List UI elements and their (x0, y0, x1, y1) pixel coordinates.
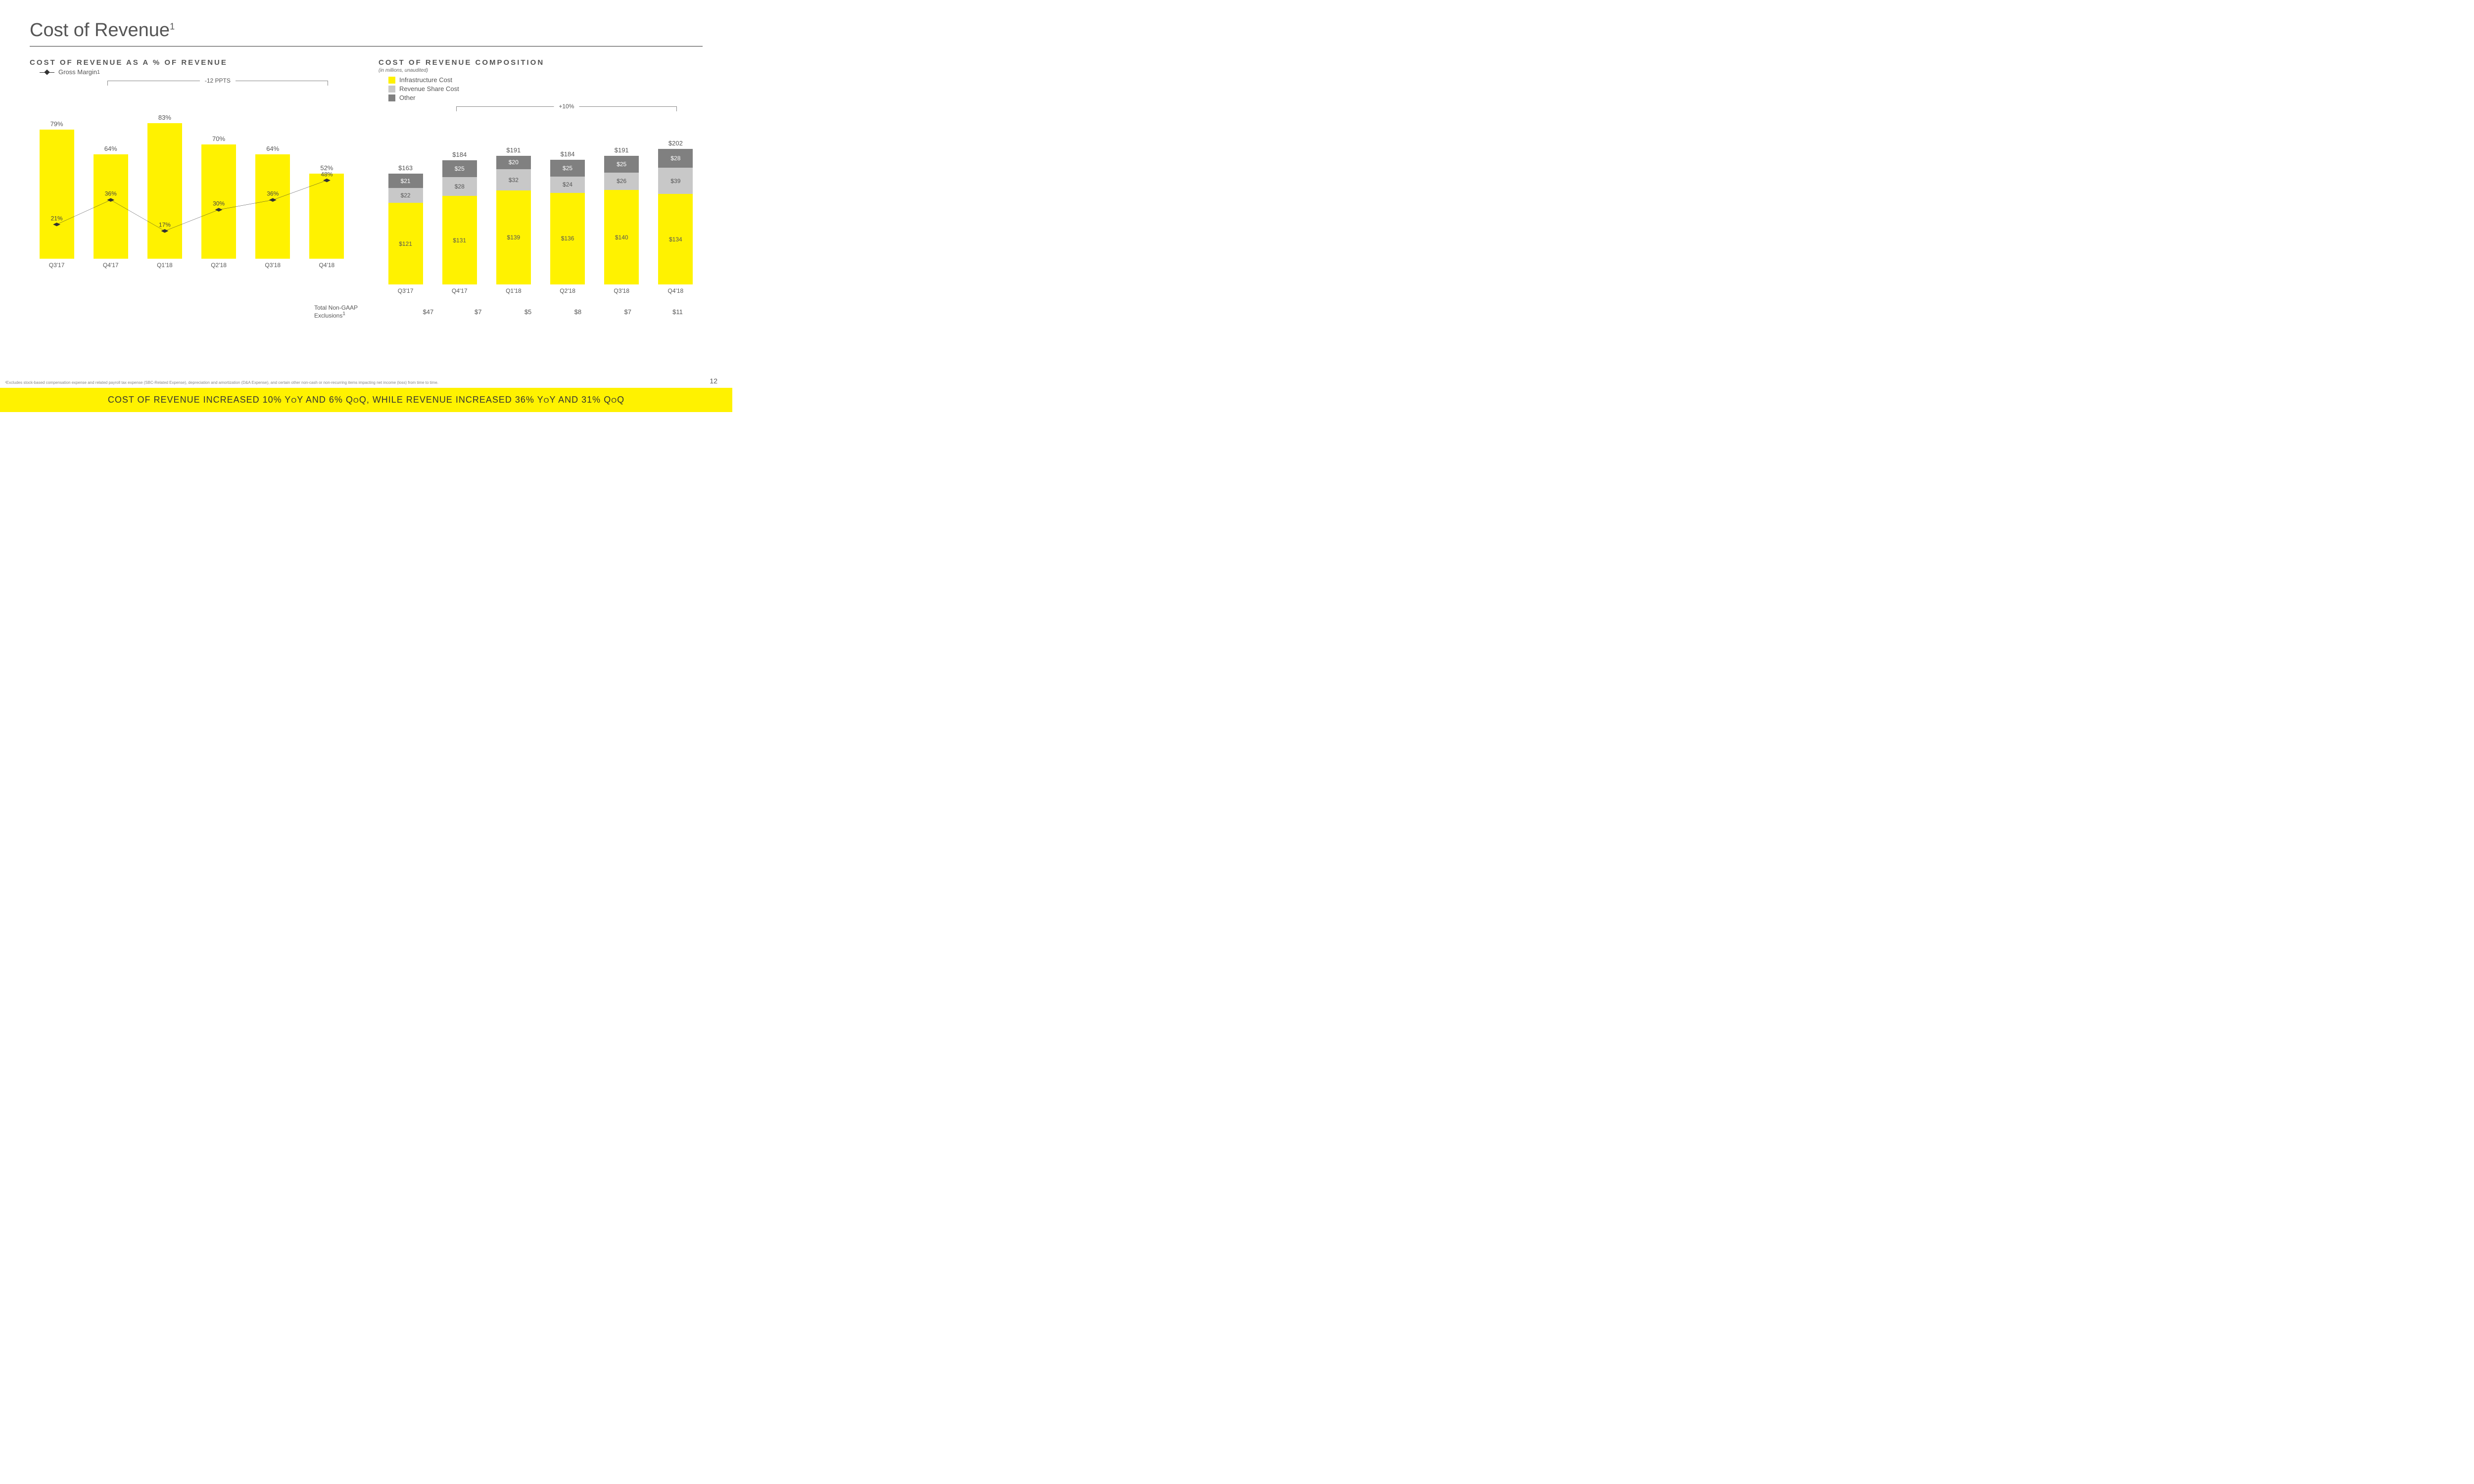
bar-total: $163 (398, 164, 413, 172)
bar-total: $202 (668, 139, 683, 147)
exclusion-value: $11 (657, 308, 699, 316)
bracket-left: -12 PPTS (107, 81, 328, 86)
bar-segment: $26 (604, 173, 639, 190)
line-overlay (30, 95, 354, 259)
left-chart: COST OF REVENUE AS A % OF REVENUE Gross … (30, 58, 354, 319)
legend-label: Infrastructure Cost (399, 76, 452, 84)
bar-segment: $20 (496, 156, 531, 169)
swatch-icon (388, 94, 395, 101)
x-label: Q2'18 (545, 287, 590, 294)
page-number: 12 (710, 377, 717, 385)
bar-segment: $39 (658, 168, 693, 194)
bracket-right: +10% (456, 106, 676, 111)
bar-segment: $121 (388, 203, 423, 284)
bar-segment: $24 (550, 177, 585, 193)
exclusion-value: $8 (557, 308, 599, 316)
legend-label: Revenue Share Cost (399, 85, 459, 93)
bar-total: $191 (506, 146, 521, 154)
bracket-label: -12 PPTS (200, 77, 236, 84)
bar-segment: $22 (388, 188, 423, 203)
right-subtitle-note: (in millions, unaudited) (379, 68, 703, 73)
title-text: Cost of Revenue (30, 20, 170, 41)
legend-item: Other (388, 94, 703, 101)
point-label: 17% (159, 221, 171, 228)
x-label: Q1'18 (142, 262, 188, 269)
bar-segment: $139 (496, 190, 531, 284)
exclusion-value: $7 (607, 308, 649, 316)
exclusion-value: $47 (407, 308, 449, 316)
left-subtitle: COST OF REVENUE AS A % OF REVENUE (30, 58, 354, 67)
x-label: Q4'17 (88, 262, 134, 269)
bar-segment: $28 (442, 177, 477, 196)
footnote: ¹Excludes stock-based compensation expen… (5, 380, 664, 385)
x-label: Q3'17 (34, 262, 80, 269)
point-label: 36% (105, 190, 117, 197)
exclusions-row: Total Non-GAAP Exclusions1 $47 $7 $5 $8 $7 $1… (314, 304, 703, 319)
bar-total: $191 (615, 146, 629, 154)
right-chart: COST OF REVENUE COMPOSITION (in millions… (379, 58, 703, 319)
x-label: Q4'18 (653, 287, 699, 294)
x-label: Q4'18 (304, 262, 350, 269)
bar-segment: $25 (550, 160, 585, 177)
bar-total: $184 (452, 151, 467, 158)
legend-label: Other (399, 94, 416, 101)
legend-label: Gross Margin (58, 68, 97, 76)
point-label: 21% (51, 215, 63, 222)
point-label: 30% (213, 200, 225, 207)
summary-banner: COST OF REVENUE INCREASED 10% YOY AND 6%… (0, 388, 732, 412)
page-title: Cost of Revenue1 (30, 20, 703, 46)
legend-item: Infrastructure Cost (388, 76, 703, 84)
x-label: Q4'17 (437, 287, 482, 294)
point-label: 48% (321, 171, 333, 178)
swatch-icon (388, 86, 395, 93)
swatch-icon (388, 77, 395, 84)
x-label: Q3'18 (599, 287, 644, 294)
x-label: Q3'17 (383, 287, 428, 294)
bar-segment: $136 (550, 193, 585, 284)
bar-segment: $28 (658, 149, 693, 168)
bar-segment: $21 (388, 174, 423, 188)
bar-segment: $25 (604, 156, 639, 173)
x-label: Q2'18 (196, 262, 241, 269)
bar-total: $184 (561, 150, 575, 158)
exclusion-value: $7 (457, 308, 499, 316)
bar-segment: $32 (496, 169, 531, 191)
x-label: Q1'18 (491, 287, 536, 294)
exclusions-label: Total Non-GAAP Exclusions1 (314, 304, 403, 319)
title-sup: 1 (170, 21, 175, 31)
bar-segment: $140 (604, 190, 639, 284)
bracket-label: +10% (554, 103, 579, 110)
right-subtitle: COST OF REVENUE COMPOSITION (379, 58, 703, 67)
x-label: Q3'18 (250, 262, 295, 269)
legend-item: Revenue Share Cost (388, 85, 703, 93)
legend-gross-margin: Gross Margin1 (40, 68, 354, 76)
point-label: 36% (267, 190, 279, 197)
bar-segment: $131 (442, 196, 477, 284)
bar-segment: $25 (442, 160, 477, 177)
bar-segment: $134 (658, 194, 693, 284)
exclusion-value: $5 (507, 308, 549, 316)
